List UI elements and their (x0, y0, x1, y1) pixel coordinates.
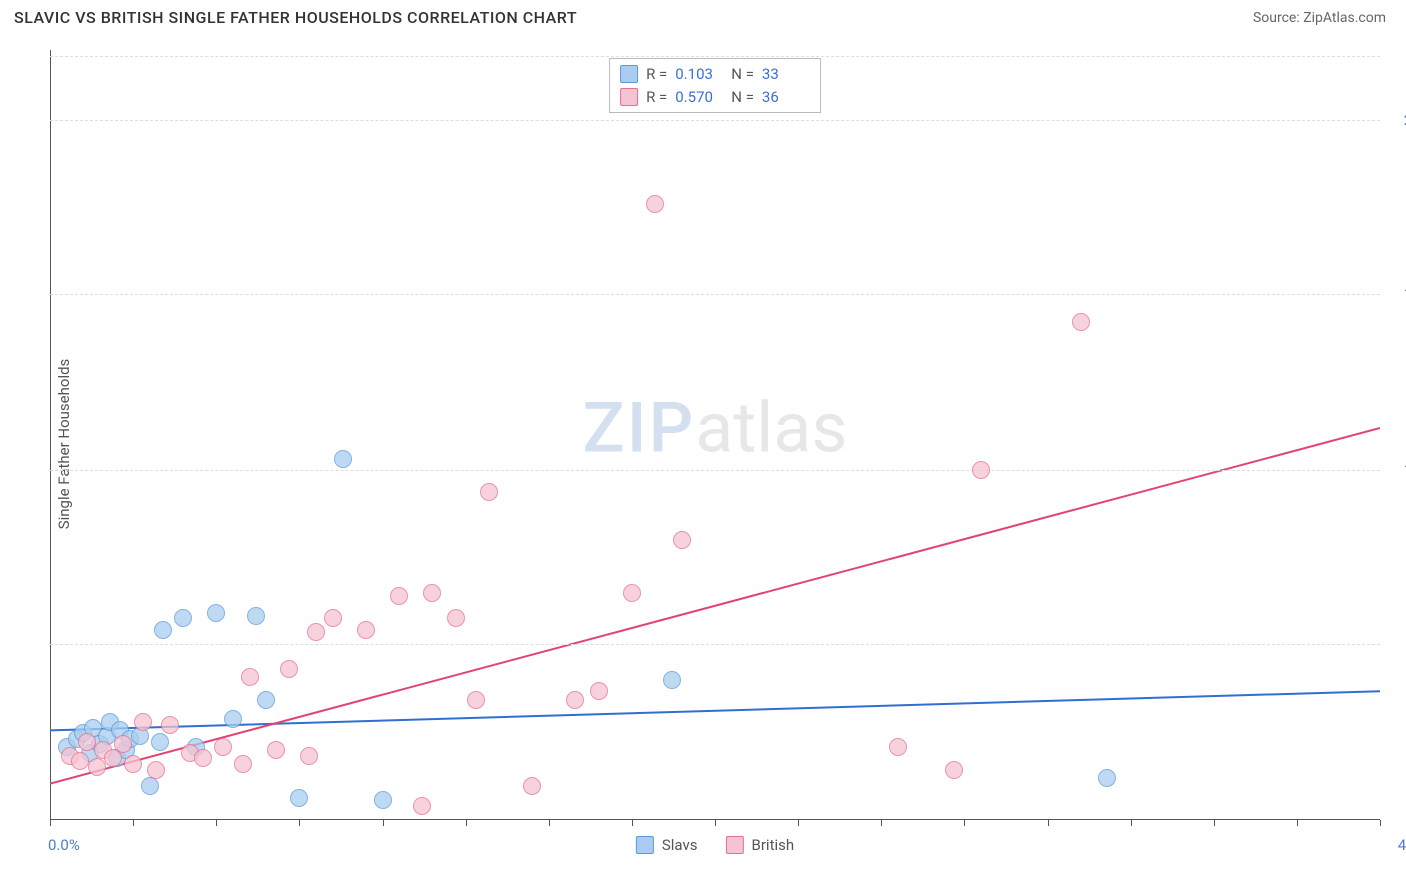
x-tick (383, 820, 384, 826)
scatter-point-british (241, 668, 259, 686)
x-tick (549, 820, 550, 826)
scatter-point-slavs (663, 671, 681, 689)
gridline (50, 120, 1380, 121)
scatter-point-british (114, 735, 132, 753)
legend-label-slavs: Slavs (662, 836, 698, 854)
x-tick (1131, 820, 1132, 826)
source-attribution: Source: ZipAtlas.com (1253, 10, 1386, 26)
scatter-point-british (147, 761, 165, 779)
scatter-point-british (623, 584, 641, 602)
scatter-point-british (945, 761, 963, 779)
scatter-point-slavs (141, 777, 159, 795)
scatter-point-slavs (290, 789, 308, 807)
legend-stats-row-british: R = 0.570 N = 36 (620, 86, 810, 109)
swatch-slavs (620, 65, 638, 83)
trendline-british (50, 428, 1380, 784)
scatter-point-british (124, 755, 142, 773)
x-tick (881, 820, 882, 826)
swatch-british (620, 88, 638, 106)
scatter-point-slavs (374, 791, 392, 809)
x-tick (1380, 820, 1381, 826)
scatter-point-british (423, 584, 441, 602)
gridline (50, 644, 1380, 645)
trendline-slavs (50, 691, 1380, 730)
x-min-label: 0.0% (48, 836, 80, 854)
scatter-point-british (1072, 313, 1090, 331)
chart-plot-area: Single Father Households ZIPatlas R = 0.… (50, 50, 1380, 820)
x-tick (964, 820, 965, 826)
x-tick (1214, 820, 1215, 826)
legend-item-british: British (725, 836, 794, 854)
scatter-point-british (134, 713, 152, 731)
scatter-point-british (447, 609, 465, 627)
swatch-british (725, 836, 743, 854)
x-tick (299, 820, 300, 826)
x-tick (715, 820, 716, 826)
scatter-point-slavs (257, 691, 275, 709)
scatter-point-british (300, 747, 318, 765)
chart-title: SLAVIC VS BRITISH SINGLE FATHER HOUSEHOL… (14, 8, 577, 27)
scatter-point-british (972, 461, 990, 479)
scatter-point-british (357, 621, 375, 639)
legend-label-british: British (751, 836, 794, 854)
scatter-point-british (566, 691, 584, 709)
scatter-point-british (889, 738, 907, 756)
r-value-slavs: 0.103 (675, 63, 723, 86)
scatter-point-british (78, 733, 96, 751)
scatter-point-slavs (247, 607, 265, 625)
gridline (50, 294, 1380, 295)
scatter-point-british (390, 587, 408, 605)
scatter-point-slavs (224, 710, 242, 728)
r-label: R = (646, 63, 667, 86)
scatter-point-british (324, 609, 342, 627)
legend-stats-row-slavs: R = 0.103 N = 33 (620, 63, 810, 86)
legend-item-slavs: Slavs (636, 836, 698, 854)
scatter-point-british (267, 741, 285, 759)
legend-stats-box: R = 0.103 N = 33 R = 0.570 N = 36 (609, 58, 821, 113)
x-tick (1297, 820, 1298, 826)
x-max-label: 40.0% (1398, 836, 1406, 854)
r-label: R = (646, 86, 667, 109)
scatter-point-british (88, 758, 106, 776)
n-label: N = (731, 86, 754, 109)
trend-lines (50, 50, 1380, 820)
x-tick (133, 820, 134, 826)
scatter-point-british (194, 749, 212, 767)
scatter-point-slavs (154, 621, 172, 639)
scatter-point-slavs (151, 733, 169, 751)
scatter-point-british (214, 738, 232, 756)
scatter-point-slavs (1098, 769, 1116, 787)
r-value-british: 0.570 (675, 86, 723, 109)
swatch-slavs (636, 836, 654, 854)
x-tick (50, 820, 51, 826)
n-value-slavs: 33 (762, 63, 810, 86)
n-value-british: 36 (762, 86, 810, 109)
n-label: N = (731, 63, 754, 86)
scatter-point-british (590, 682, 608, 700)
scatter-point-slavs (334, 450, 352, 468)
x-tick (466, 820, 467, 826)
x-tick (798, 820, 799, 826)
scatter-point-british (234, 755, 252, 773)
scatter-point-british (413, 797, 431, 815)
scatter-point-british (673, 531, 691, 549)
gridline (50, 56, 1380, 57)
x-tick (632, 820, 633, 826)
scatter-point-slavs (174, 609, 192, 627)
scatter-point-british (307, 623, 325, 641)
scatter-point-british (480, 483, 498, 501)
scatter-point-british (71, 752, 89, 770)
bottom-legend: Slavs British (636, 836, 794, 854)
gridline (50, 470, 1380, 471)
scatter-point-british (467, 691, 485, 709)
scatter-point-slavs (207, 604, 225, 622)
x-tick (216, 820, 217, 826)
scatter-point-british (523, 777, 541, 795)
scatter-point-british (280, 660, 298, 678)
scatter-point-british (646, 195, 664, 213)
x-tick (1048, 820, 1049, 826)
scatter-point-british (161, 716, 179, 734)
